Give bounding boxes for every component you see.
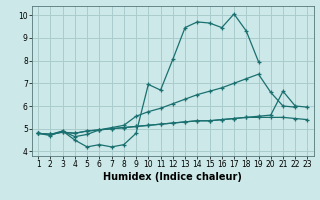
X-axis label: Humidex (Indice chaleur): Humidex (Indice chaleur) [103, 172, 242, 182]
